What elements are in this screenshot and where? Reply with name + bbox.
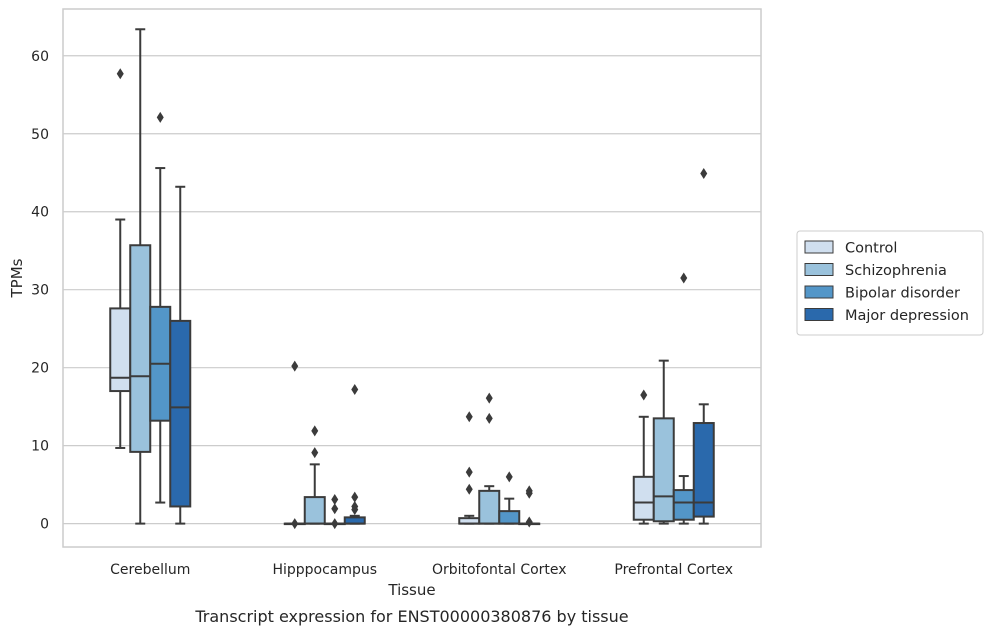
box-0-2 — [149, 111, 172, 504]
outlier-point — [465, 411, 473, 423]
legend-label: Schizophrenia — [845, 263, 947, 279]
legend-frame — [796, 230, 984, 336]
x-tick-label: Cerebellum — [110, 562, 190, 578]
box-0-0 — [109, 68, 132, 449]
outlier-point — [331, 518, 339, 530]
legend-swatch — [804, 308, 834, 321]
box-rect — [692, 422, 715, 518]
outlier-point — [505, 471, 513, 483]
x-tick-label: Hipppocampus — [272, 562, 377, 578]
box-3-2 — [672, 272, 695, 525]
legend-label: Bipolar disorder — [845, 286, 960, 302]
box-rect — [169, 319, 192, 508]
outlier-point — [351, 504, 359, 516]
x-tick-label: Orbitofontal Cortex — [432, 562, 567, 578]
box-1-1 — [303, 425, 326, 525]
outlier-point — [700, 168, 708, 180]
outlier-point — [156, 111, 164, 123]
outlier-point — [465, 483, 473, 495]
y-tick-label: 20 — [31, 361, 49, 377]
y-axis-title: TPMs — [8, 258, 26, 298]
box-3-0 — [632, 389, 655, 525]
outlier-point — [525, 516, 533, 528]
box-rect — [129, 244, 152, 453]
outlier-point — [291, 518, 299, 530]
outlier-point — [640, 389, 648, 401]
box-2-0 — [458, 411, 481, 525]
box-2-1 — [478, 392, 501, 525]
box-0-1 — [129, 28, 152, 525]
outlier-point — [525, 487, 533, 499]
outlier-point — [291, 360, 299, 372]
y-tick-label: 60 — [31, 49, 49, 65]
box-rect — [652, 417, 675, 523]
outlier-point — [311, 447, 319, 459]
box-plots — [109, 28, 715, 530]
box-2-3 — [518, 485, 541, 528]
box-rect — [478, 489, 501, 525]
legend: Control Schizophrenia Bipolar disorder Majo… — [796, 230, 984, 336]
box-3-3 — [692, 168, 715, 525]
outlier-point — [351, 383, 359, 395]
y-tick-label: 30 — [31, 283, 49, 299]
box-3-1 — [652, 359, 675, 525]
box-1-2 — [323, 493, 346, 530]
x-axis-title: Tissue — [387, 581, 435, 599]
outlier-point — [116, 68, 124, 80]
outlier-point — [331, 493, 339, 505]
box-rect — [672, 489, 695, 521]
box-1-0 — [283, 360, 306, 530]
y-tick-label: 10 — [31, 439, 49, 455]
x-tick-label: Prefrontal Cortex — [614, 562, 733, 578]
y-tick-label: 50 — [31, 127, 49, 143]
box-0-3 — [169, 185, 192, 525]
box-rect — [303, 496, 326, 525]
legend-swatch — [804, 240, 834, 254]
legend-swatch — [804, 263, 834, 276]
legend-swatch — [804, 285, 834, 299]
box-2-2 — [498, 471, 521, 525]
outlier-point — [485, 392, 493, 404]
box-1-3 — [343, 383, 366, 525]
box-rect — [632, 475, 655, 521]
y-tick-labels: 0 10 20 30 40 50 60 — [31, 49, 49, 533]
y-tick-label: 40 — [31, 205, 49, 221]
outlier-point — [351, 491, 359, 503]
y-tick-label: 0 — [40, 517, 49, 533]
plot-frame — [62, 8, 762, 548]
legend-label: Major depression — [845, 308, 969, 324]
outlier-point — [311, 425, 319, 437]
chart-caption: Transcript expression for ENST0000038087… — [194, 607, 628, 626]
x-tick-labels: Cerebellum Hipppocampus Orbitofontal Corte… — [110, 562, 733, 578]
outlier-point — [485, 412, 493, 424]
outlier-point — [680, 272, 688, 284]
legend-label: Control — [845, 241, 897, 257]
outlier-point — [331, 503, 339, 515]
outlier-point — [465, 466, 473, 478]
box-rect — [498, 510, 521, 525]
